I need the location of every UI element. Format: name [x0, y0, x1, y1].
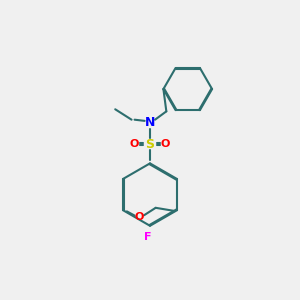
Text: O: O [130, 139, 139, 149]
Text: O: O [135, 212, 144, 222]
Text: F: F [144, 232, 152, 242]
Text: S: S [146, 138, 154, 151]
Text: O: O [161, 139, 170, 149]
Text: N: N [145, 116, 155, 129]
